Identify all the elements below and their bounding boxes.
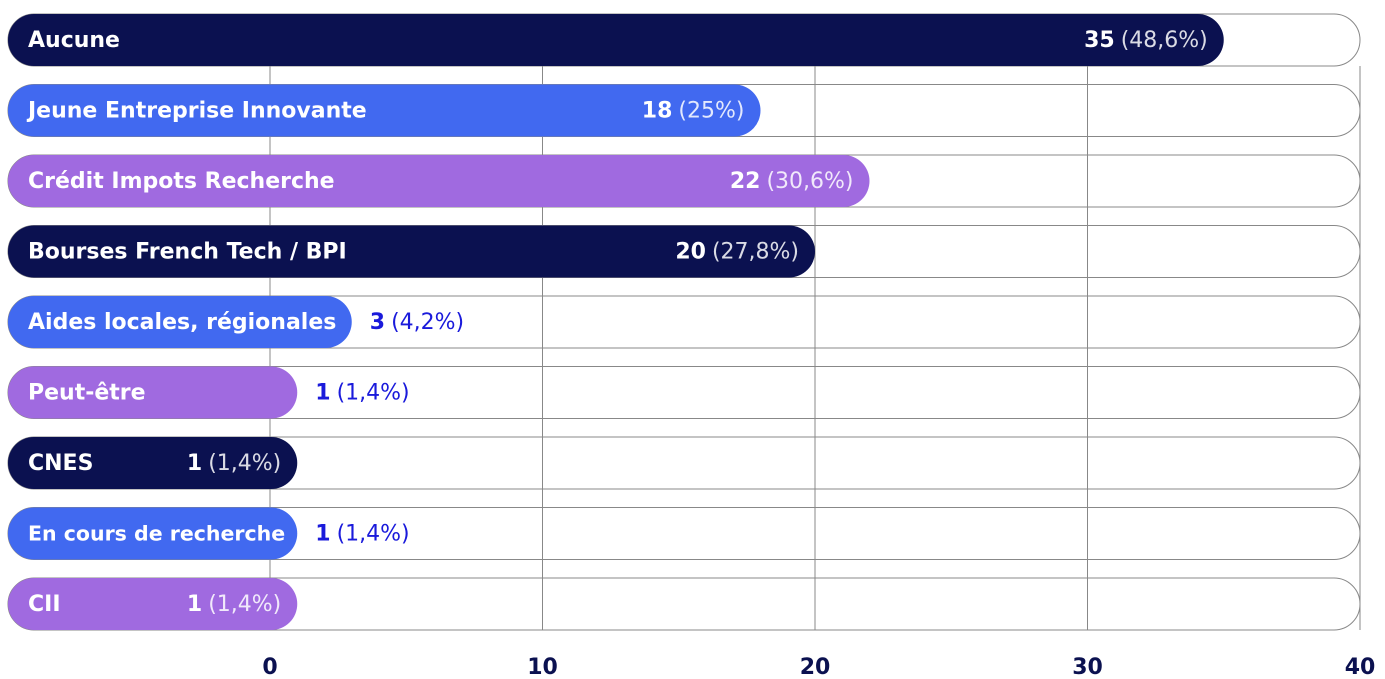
value-number: 35 xyxy=(1084,28,1115,53)
bar xyxy=(8,155,870,207)
value-number: 22 xyxy=(730,169,761,194)
share-label: (27,8%) xyxy=(712,240,799,265)
category-label: Bourses French Tech / BPI xyxy=(28,240,347,265)
category-label: Jeune Entreprise Innovante xyxy=(26,99,367,124)
share-label: (4,2%) xyxy=(391,310,464,335)
value-label: 1 (1,4%) xyxy=(187,451,281,476)
bar xyxy=(8,225,815,278)
category-label: Peut-être xyxy=(28,381,146,406)
category-label: En cours de recherche xyxy=(28,522,285,546)
bar xyxy=(8,14,1224,66)
bar xyxy=(8,437,298,489)
value-number: 3 xyxy=(370,310,385,335)
x-tick-label: 20 xyxy=(800,655,831,679)
value-label: 1 (1,4%) xyxy=(315,522,409,547)
category-label: CNES xyxy=(28,451,93,476)
x-tick-label: 10 xyxy=(527,655,558,679)
share-label: (30,6%) xyxy=(766,169,853,194)
bar xyxy=(8,366,298,419)
x-tick-label: 0 xyxy=(262,655,277,679)
share-label: (25%) xyxy=(678,99,744,124)
value-label: 22 (30,6%) xyxy=(730,169,854,194)
bar xyxy=(8,296,352,348)
share-label: (1,4%) xyxy=(337,522,410,547)
share-label: (1,4%) xyxy=(208,451,281,476)
value-number: 1 xyxy=(315,522,330,547)
category-label: Aucune xyxy=(28,28,120,53)
x-tick-label: 30 xyxy=(1072,655,1103,679)
value-label: 18 (25%) xyxy=(642,99,745,124)
category-label: CII xyxy=(28,592,61,617)
value-label: 3 (4,2%) xyxy=(370,310,464,335)
share-label: (1,4%) xyxy=(337,381,410,406)
value-number: 1 xyxy=(187,451,202,476)
bar xyxy=(8,578,298,630)
share-label: (1,4%) xyxy=(208,592,281,617)
value-label: 1 (1,4%) xyxy=(315,381,409,406)
value-number: 20 xyxy=(675,240,706,265)
category-label: Crédit Impots Recherche xyxy=(28,169,335,194)
share-label: (48,6%) xyxy=(1121,28,1208,53)
category-label: Aides locales, régionales xyxy=(28,310,336,335)
value-label: 20 (27,8%) xyxy=(675,240,799,265)
value-number: 1 xyxy=(187,592,202,617)
value-label: 1 (1,4%) xyxy=(187,592,281,617)
value-number: 1 xyxy=(315,381,330,406)
bar xyxy=(8,84,761,137)
x-tick-label: 40 xyxy=(1345,655,1376,679)
value-number: 18 xyxy=(642,99,673,124)
value-label: 35 (48,6%) xyxy=(1084,28,1208,53)
bar xyxy=(8,507,298,560)
